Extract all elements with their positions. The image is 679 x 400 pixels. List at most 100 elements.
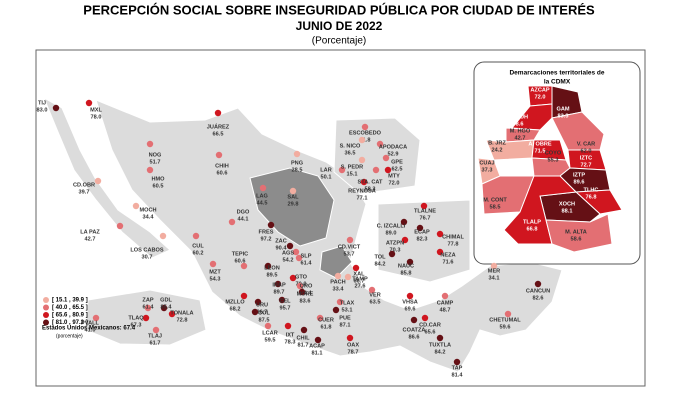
city-name: C. IZCALLI: [377, 223, 406, 229]
borough-name: IZTC: [580, 155, 592, 161]
legend-swatch: [43, 319, 49, 326]
city-dot: [278, 296, 286, 304]
borough-value: 83.3: [558, 113, 569, 119]
city-name: CHETUMAL: [489, 317, 521, 323]
city-dot: [346, 334, 354, 342]
city-value: 67.3: [131, 322, 142, 328]
city-value: 53.7: [344, 251, 355, 257]
baja: [42, 96, 171, 259]
borough-value: 76.8: [586, 194, 597, 200]
borough-value: 88.1: [562, 208, 573, 214]
city-name: CAMP: [437, 300, 454, 306]
borough-value: 72.0: [535, 94, 546, 100]
city-value: 97.2: [261, 236, 272, 242]
city-name: LAG: [256, 193, 268, 199]
city-name: IXT: [286, 332, 295, 338]
city-name: TOL: [374, 254, 386, 260]
borough-name: CUAJ: [479, 160, 494, 166]
borough-value: 62.0: [581, 148, 592, 154]
city-value: 82.6: [533, 295, 544, 301]
city-dot: [314, 336, 322, 344]
city-name: TLAQ: [128, 315, 144, 321]
legend-swatch: [43, 312, 49, 318]
borough-value: 71.5: [535, 148, 546, 154]
city-name: LOS CABOS: [130, 247, 164, 253]
city-name: NAUC: [398, 263, 414, 269]
city-value: 52.9: [388, 151, 399, 157]
city-dot: [338, 166, 346, 174]
city-value: 62.5: [392, 166, 403, 172]
city-dot: [264, 262, 272, 270]
city-dot: [295, 254, 303, 262]
city-name: SLP: [301, 253, 312, 259]
city-value: 34.4: [143, 214, 155, 220]
borough-value: 68.6: [513, 121, 524, 127]
map: [42, 96, 563, 373]
city-dot: [388, 250, 396, 258]
city-dot: [289, 187, 297, 195]
cdmx-area: [377, 199, 471, 283]
legend-label: [ 65.6 , 80.9 ]: [52, 313, 88, 319]
city-value: 78.0: [91, 114, 102, 120]
city-name: VER: [369, 292, 381, 298]
city-dot: [251, 308, 259, 316]
city-name: NOG: [149, 152, 162, 158]
city-dot: [361, 123, 369, 131]
city-dot: [192, 232, 200, 240]
borough-value: 24.2: [492, 147, 503, 153]
city-value: 63.5: [370, 299, 381, 305]
city-name: REYNOSA: [348, 188, 376, 194]
city-dot: [436, 334, 444, 342]
city-dot: [132, 202, 140, 210]
city-value: 84.2: [435, 349, 446, 355]
borough: [545, 213, 613, 253]
city-value: 76.7: [420, 215, 431, 221]
city-value: 54.3: [210, 276, 221, 282]
city-dot: [259, 184, 267, 192]
city-dot: [360, 178, 368, 186]
legend-swatch: [43, 304, 49, 311]
city-value: 87.5: [259, 317, 270, 323]
city-value: 84.2: [375, 261, 386, 267]
city-name: GDL: [160, 297, 172, 303]
legend-label: [ 40.0 , 65.5 ]: [52, 305, 88, 311]
unit: (Porcentaje): [312, 36, 366, 47]
city-dot: [382, 154, 390, 162]
city-name: NEZA: [440, 252, 455, 258]
city-name: JUÁREZ: [207, 123, 230, 130]
borough-name: M. ALTA: [565, 229, 587, 235]
city-dot: [352, 264, 360, 272]
city-dot: [441, 292, 449, 300]
city-dot: [316, 314, 324, 322]
city-value: 28.5: [292, 167, 303, 173]
city-dot: [534, 280, 542, 288]
city-name: CHIL: [296, 335, 310, 341]
borough: [551, 111, 605, 151]
legend-label: [ 81.0 , 97.2 ]: [52, 320, 88, 326]
city-dot: [358, 136, 366, 144]
city-dot: [400, 218, 408, 226]
city-value: 69.6: [405, 306, 416, 312]
city-value: 81.4: [452, 372, 464, 378]
city-dot: [52, 104, 60, 112]
city-value: 61.4: [143, 304, 155, 310]
city-name: MTY: [388, 173, 400, 179]
city-name: CHIH: [215, 163, 229, 169]
dark-states: [249, 167, 335, 247]
borough-name: GAM: [556, 106, 569, 112]
city-dot: [332, 306, 340, 314]
city-value: 95.7: [280, 305, 291, 311]
city-value: 30.7: [142, 254, 153, 260]
city-name: PVALL: [81, 320, 100, 326]
city-name: APODACA: [379, 144, 407, 150]
legend-swatch: [43, 297, 49, 303]
city-value: 36.5: [345, 150, 356, 156]
city-name: DGO: [237, 209, 250, 215]
borough: [503, 175, 578, 245]
borough-value: 42.7: [515, 135, 526, 141]
city-name: COATZA: [403, 327, 426, 333]
city-value: 85.4: [161, 304, 173, 310]
city-dot: [410, 316, 418, 324]
borough-name: TLHC: [584, 187, 599, 193]
city-value: 77.1: [357, 195, 368, 201]
